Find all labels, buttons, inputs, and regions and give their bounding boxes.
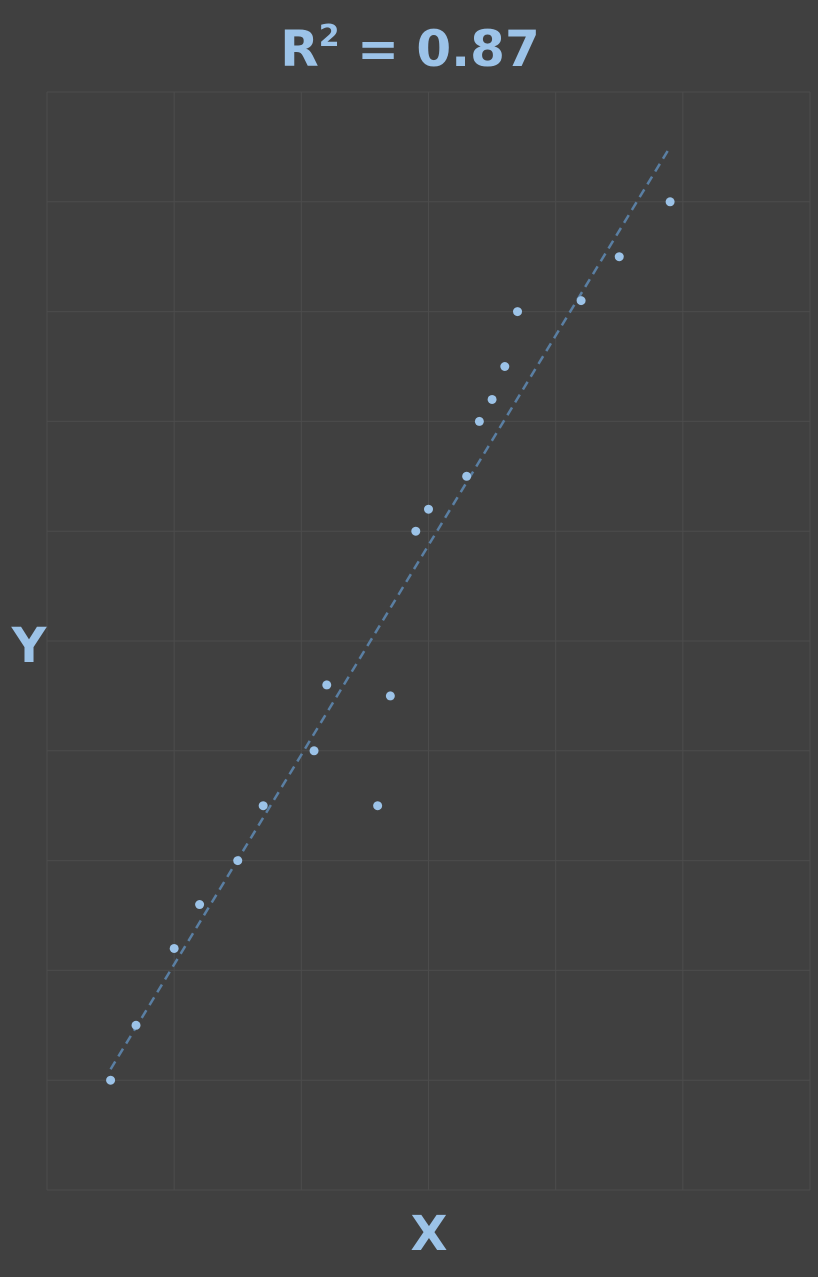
data-point <box>411 526 421 536</box>
data-point <box>487 394 497 404</box>
title-r: R <box>280 20 319 78</box>
data-point <box>500 362 510 371</box>
data-point <box>258 801 268 811</box>
title-value: = 0.87 <box>340 20 540 78</box>
data-point <box>462 471 472 481</box>
gridlines <box>46 91 811 1191</box>
data-point <box>385 691 395 701</box>
data-point <box>373 801 383 811</box>
data-point <box>665 197 675 207</box>
data-point <box>131 1020 141 1030</box>
data-point <box>195 900 205 910</box>
x-axis-label: X <box>410 1206 447 1262</box>
data-points <box>106 197 675 1085</box>
y-axis-label: Y <box>11 618 48 674</box>
data-point <box>322 680 332 690</box>
data-point <box>233 856 243 866</box>
title-superscript: 2 <box>319 19 340 54</box>
data-point <box>106 1075 116 1085</box>
data-point <box>424 504 433 514</box>
data-point <box>513 307 523 317</box>
data-point <box>169 943 179 953</box>
data-point <box>576 296 586 306</box>
data-point <box>614 252 624 262</box>
data-point <box>474 416 484 426</box>
data-point <box>309 746 319 756</box>
chart-title: R2 = 0.87 <box>280 19 539 78</box>
